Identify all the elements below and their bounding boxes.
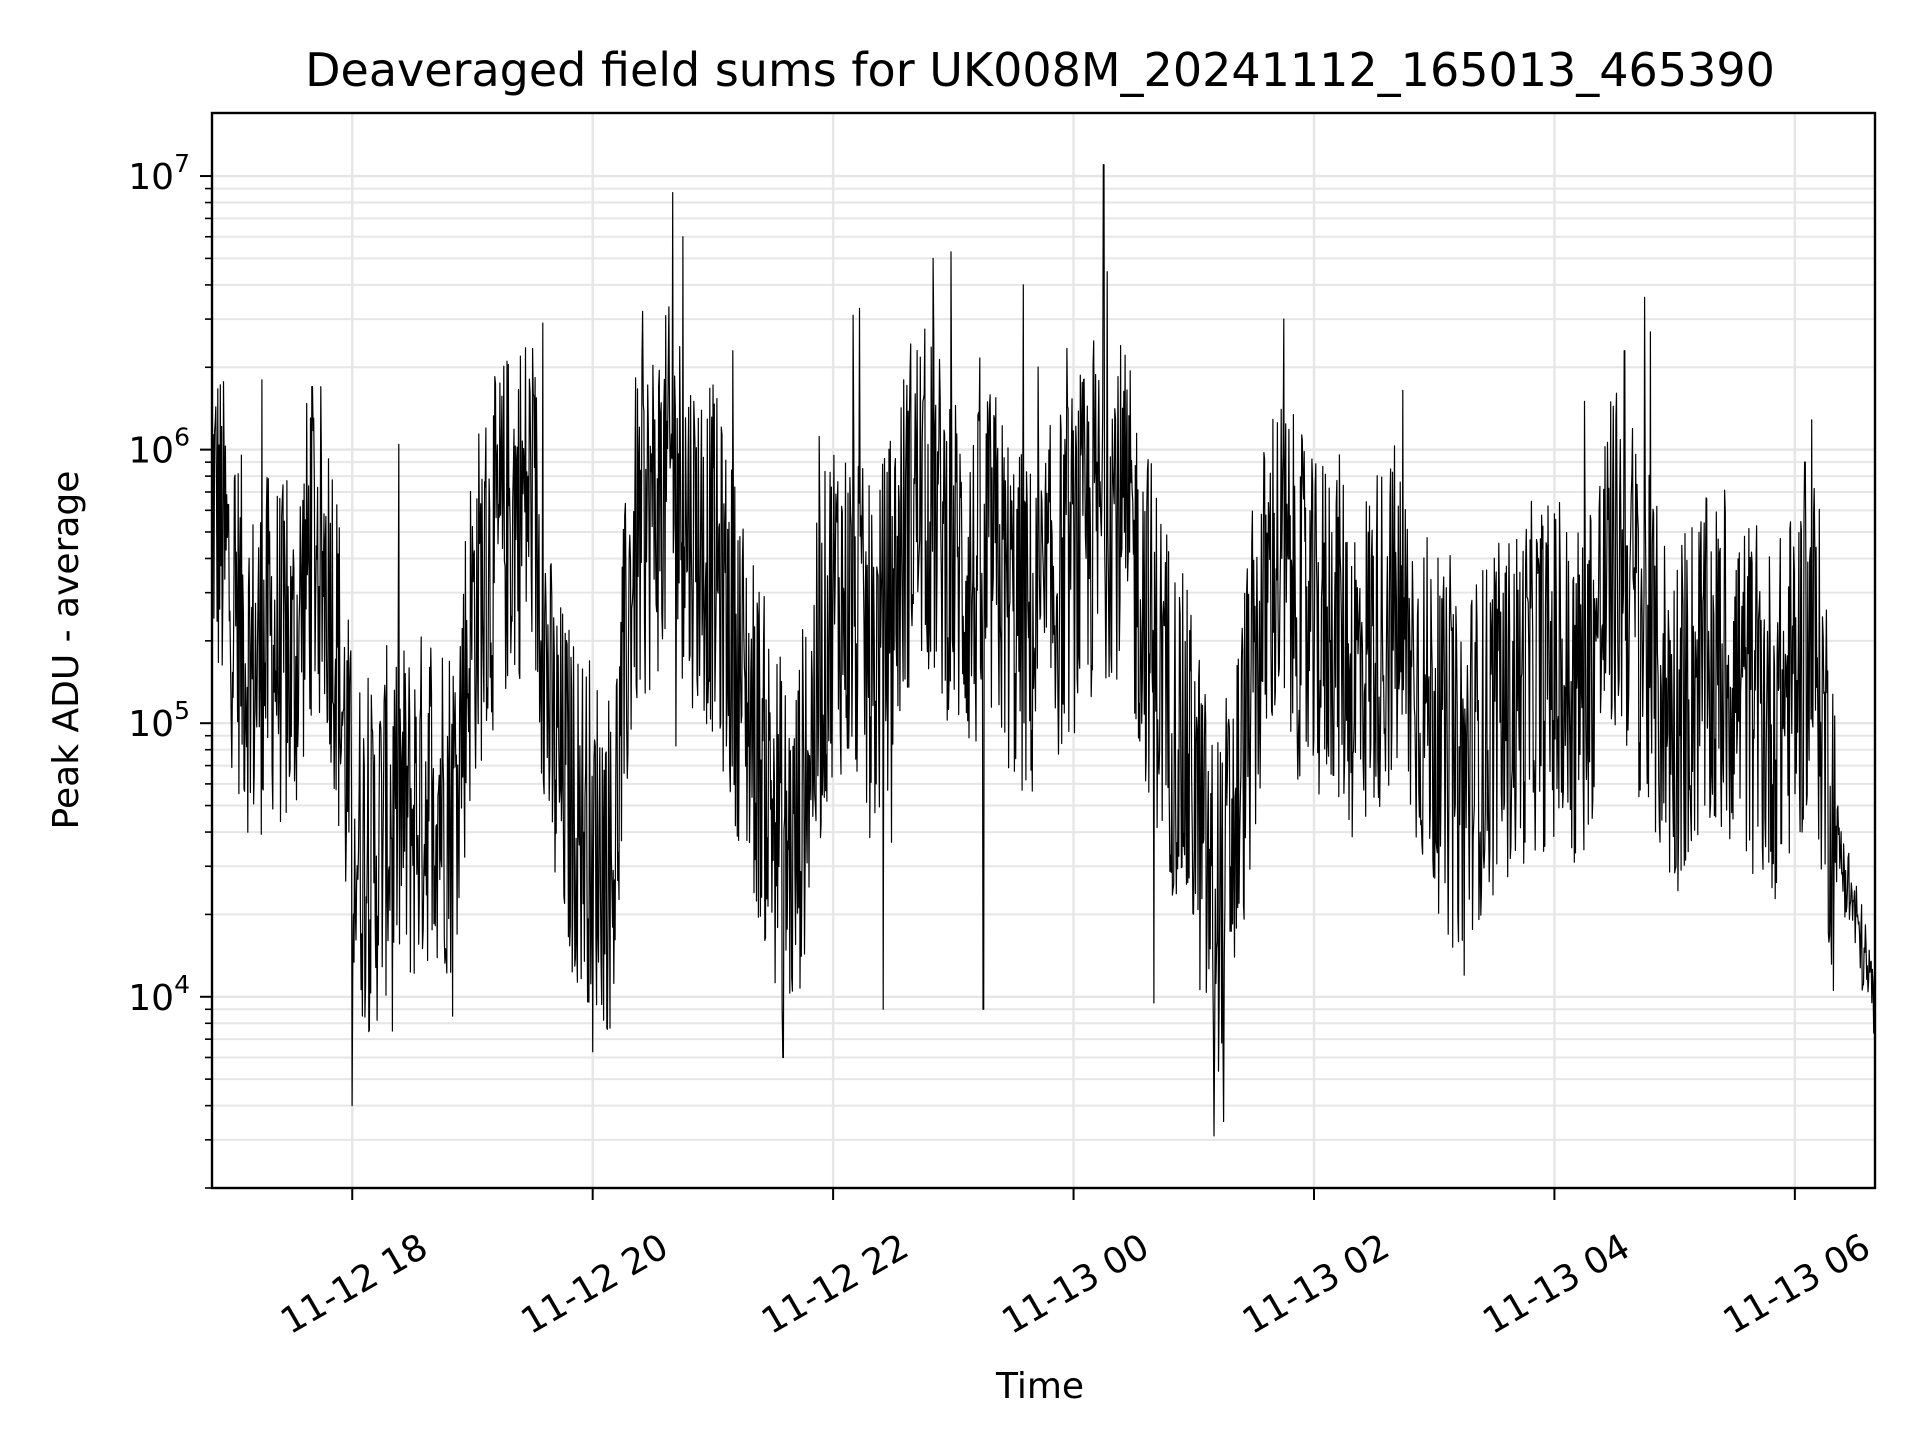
data-point <box>1413 674 1415 676</box>
data-point <box>271 640 273 642</box>
data-point <box>1173 722 1175 724</box>
data-point <box>953 558 955 560</box>
data-point <box>1774 722 1776 724</box>
data-point <box>812 722 814 724</box>
series-layer <box>211 164 1876 1137</box>
data-point <box>1674 722 1676 724</box>
data-point <box>1453 783 1455 785</box>
data-point <box>1714 674 1716 676</box>
data-point <box>1754 701 1756 703</box>
data-point <box>973 592 975 594</box>
data-point <box>993 558 995 560</box>
data-point <box>1073 558 1075 560</box>
data-point <box>1734 674 1736 676</box>
data-point <box>1794 674 1796 676</box>
data-point <box>1473 749 1475 751</box>
data-point <box>1113 491 1115 493</box>
data-point <box>1594 640 1596 642</box>
data-point <box>872 674 874 676</box>
data-point <box>572 805 574 807</box>
y-axis: 104 105 106 107 <box>128 149 212 1189</box>
data-point <box>1574 701 1576 703</box>
data-point <box>792 865 794 867</box>
data-point <box>1694 674 1696 676</box>
data-point <box>1253 674 1255 676</box>
data-point <box>432 783 434 785</box>
data-point <box>692 531 694 533</box>
data-point <box>1494 722 1496 724</box>
series-line <box>211 164 1876 1137</box>
data-point <box>732 640 734 642</box>
data-point <box>712 558 714 560</box>
data-point <box>472 614 474 616</box>
data-point <box>1353 674 1355 676</box>
data-point <box>852 614 854 616</box>
data-point <box>1233 831 1235 833</box>
chart-title: Deaveraged field sums for UK008M_2024111… <box>305 43 1775 97</box>
y-tick-label: 107 <box>128 149 190 198</box>
data-point <box>1033 640 1035 642</box>
data-point <box>1433 722 1435 724</box>
data-point <box>672 475 674 477</box>
data-point <box>912 491 914 493</box>
y-axis-label: Peak ADU - average <box>46 471 87 830</box>
data-point <box>1213 914 1215 916</box>
data-point <box>1534 674 1536 676</box>
data-point <box>1514 701 1516 703</box>
data-point <box>652 510 654 512</box>
data-point <box>291 674 293 676</box>
data-point <box>592 831 594 833</box>
data-point <box>251 674 253 676</box>
data-point <box>412 817 414 819</box>
data-point <box>311 531 313 533</box>
data-point <box>1614 558 1616 560</box>
y-tick-label: 105 <box>128 696 190 745</box>
data-point <box>1193 783 1195 785</box>
data-point <box>933 510 935 512</box>
data-point <box>1313 640 1315 642</box>
data-point <box>1393 614 1395 616</box>
data-point <box>772 805 774 807</box>
data-point <box>552 749 554 751</box>
data-point <box>392 805 394 807</box>
data-point <box>371 865 373 867</box>
data-point <box>1814 640 1816 642</box>
data-point <box>1554 674 1556 676</box>
data-point <box>1013 614 1015 616</box>
data-point <box>1333 614 1335 616</box>
y-tick-label: 106 <box>128 423 190 472</box>
data-point <box>832 592 834 594</box>
data-point <box>351 831 353 833</box>
data-point <box>1093 531 1095 533</box>
data-point <box>1293 592 1295 594</box>
data-point <box>1373 640 1375 642</box>
data-point <box>1273 558 1275 560</box>
data-point <box>892 592 894 594</box>
data-point <box>1133 558 1135 560</box>
minor-gridlines <box>212 187 1875 1189</box>
data-point <box>331 592 333 594</box>
data-point <box>452 805 454 807</box>
data-point <box>231 592 233 594</box>
data-point <box>632 558 634 560</box>
data-point <box>1053 592 1055 594</box>
y-tick-label: 104 <box>128 970 190 1019</box>
data-point <box>1634 592 1636 594</box>
plot-frame <box>210 111 1877 1190</box>
data-point <box>752 722 754 724</box>
data-point <box>1834 831 1836 833</box>
data-point <box>1153 640 1155 642</box>
data-point <box>612 865 614 867</box>
data-point <box>492 558 494 560</box>
x-axis-label: Time <box>995 1366 1084 1407</box>
data-point <box>1854 914 1856 916</box>
data-point <box>532 491 534 493</box>
data-point <box>1654 674 1656 676</box>
data-point <box>512 510 514 512</box>
